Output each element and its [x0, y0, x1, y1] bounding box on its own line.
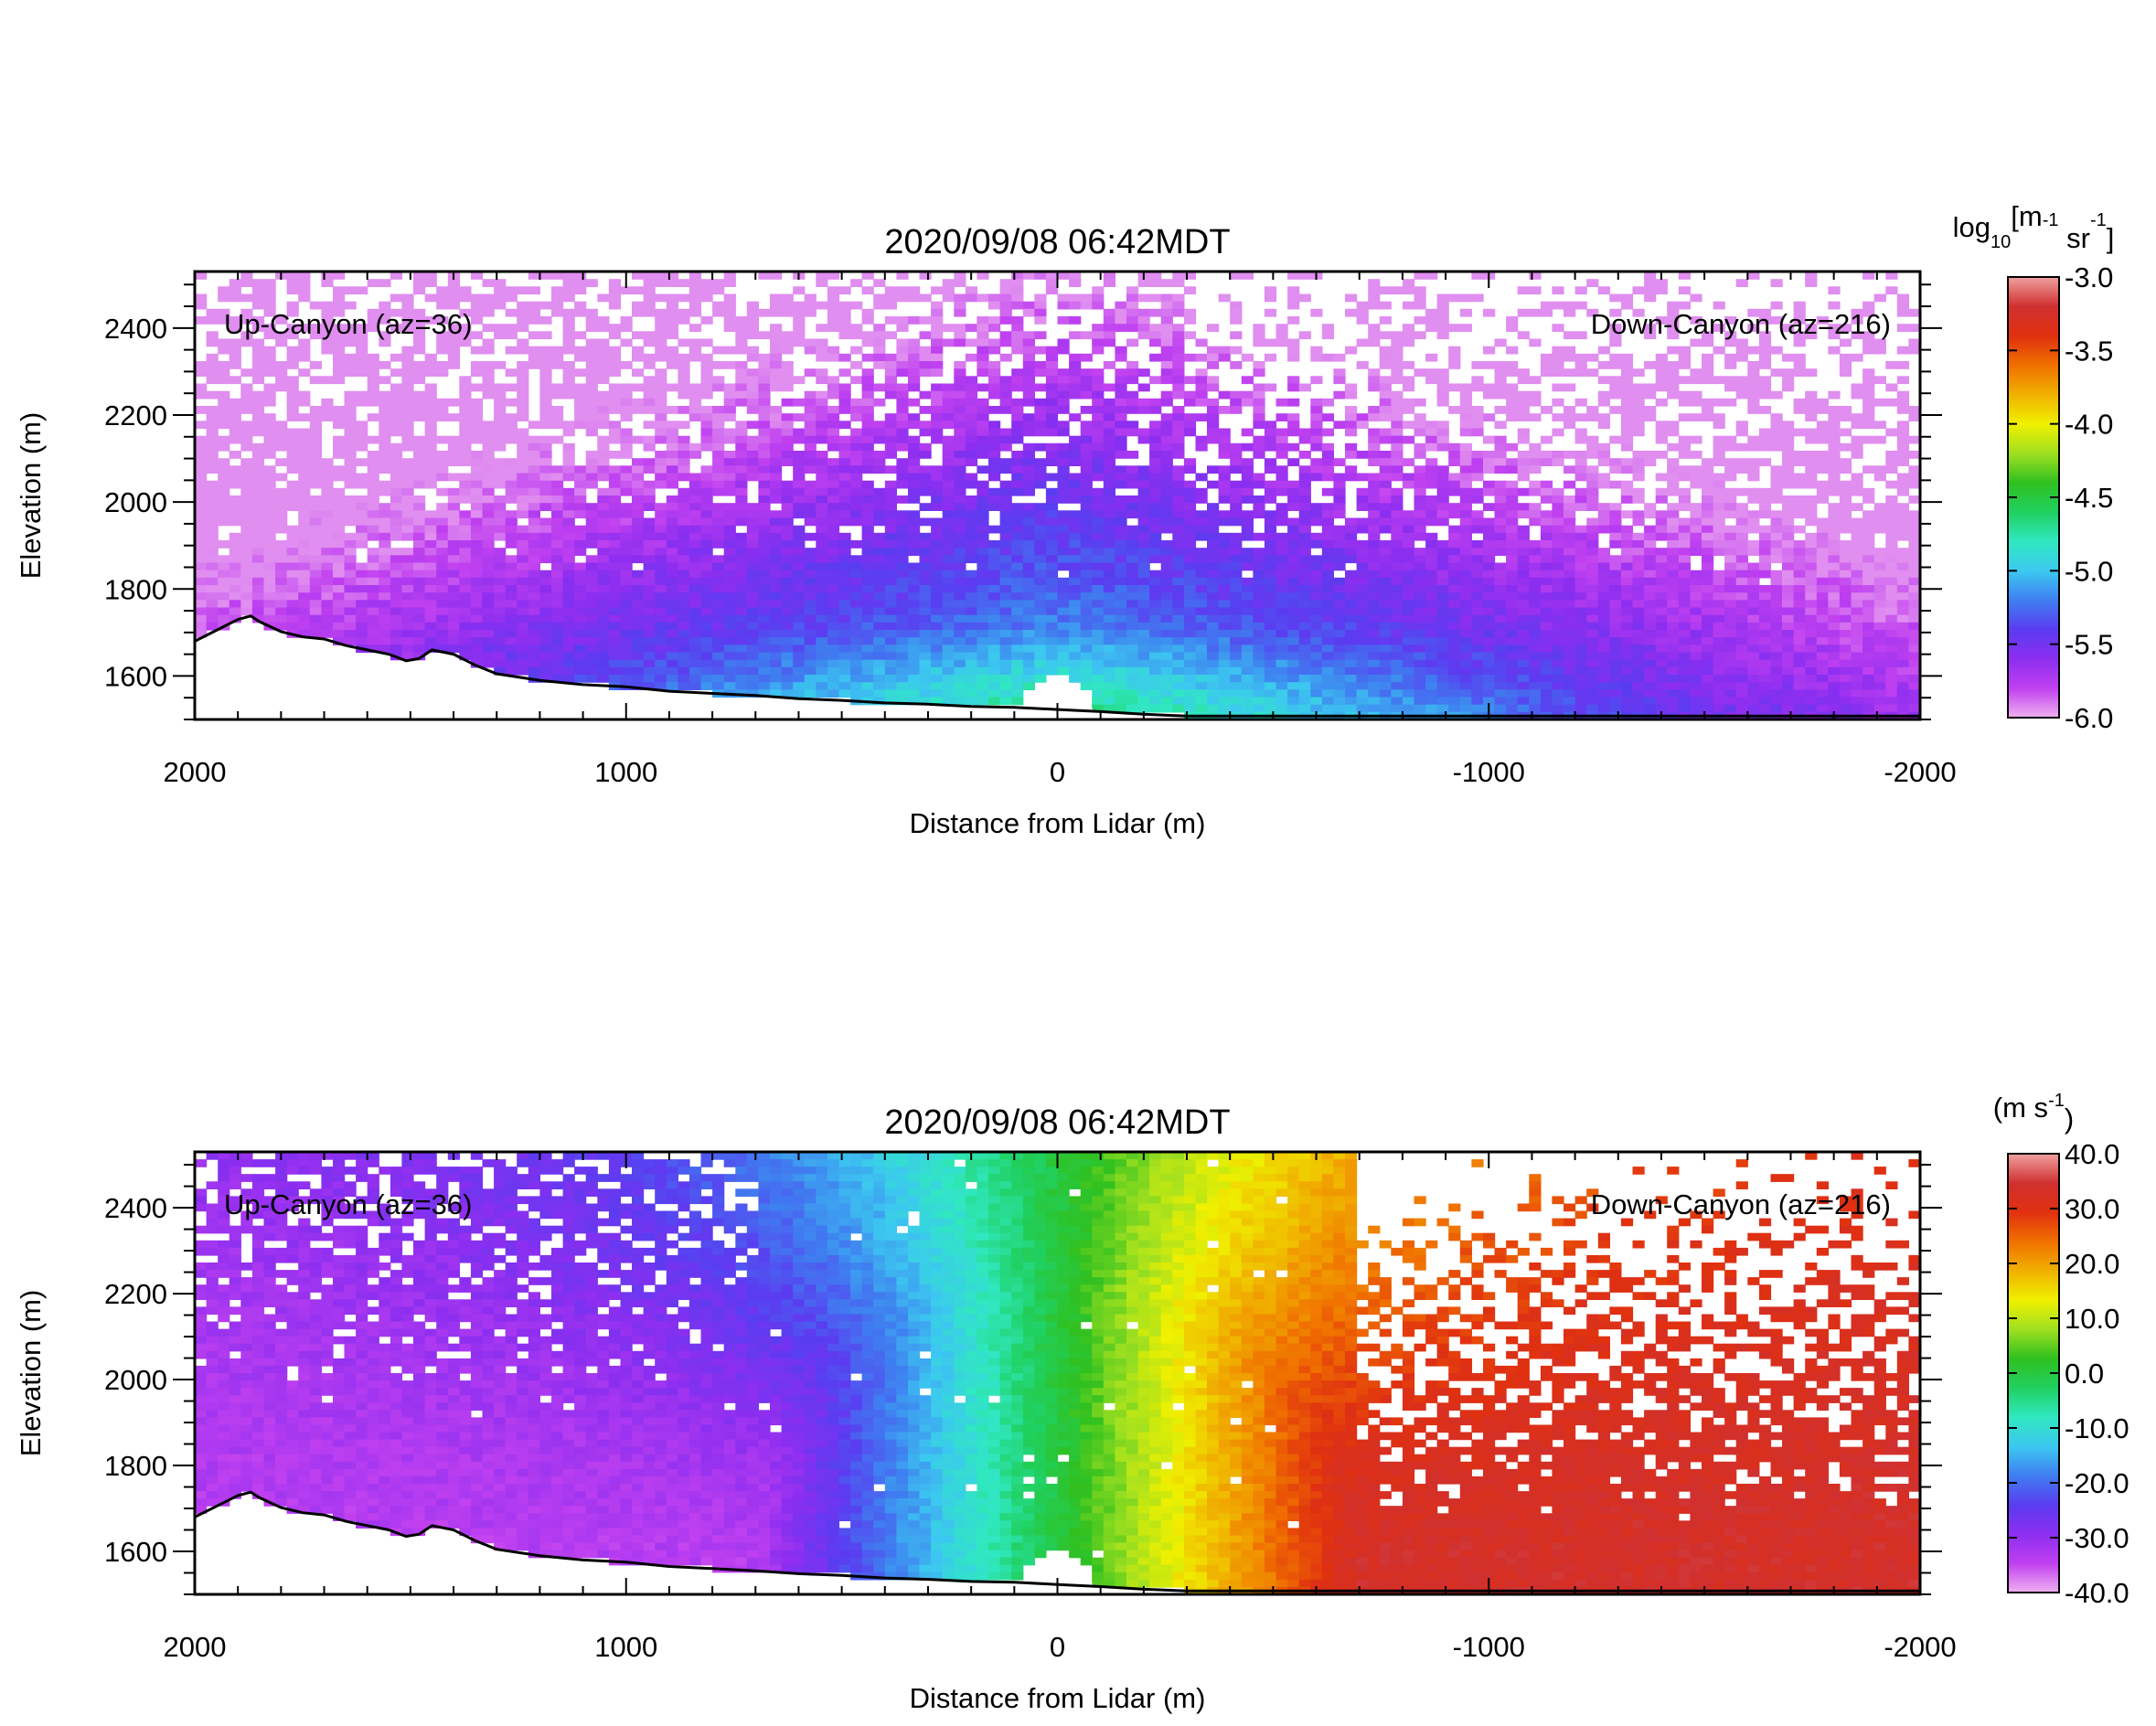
colorbar-tick-label: 40.0	[2065, 1138, 2119, 1170]
data-field	[195, 1152, 1920, 1594]
x-axis-label: Distance from Lidar (m)	[910, 807, 1206, 839]
colorbar-tick-label: 0.0	[2065, 1358, 2104, 1390]
chart-title: 2020/09/08 06:42MDT	[884, 223, 1230, 261]
annotation-right: Down-Canyon (az=216)	[1591, 308, 1891, 340]
x-tick-label: 1000	[594, 1631, 657, 1663]
colorbar-tick-label: 20.0	[2065, 1248, 2119, 1280]
chart-title: 2020/09/08 06:42MDT	[884, 1103, 1230, 1142]
y-tick-label: 1800	[104, 573, 167, 605]
colorbar-tick-label: -10.0	[2065, 1412, 2129, 1444]
x-tick-label: 0	[1050, 1631, 1065, 1663]
colorbar-tick-label: -5.5	[2065, 629, 2113, 661]
colorbar-tick-label: -3.5	[2065, 335, 2113, 367]
annotation-left: Up-Canyon (az=36)	[224, 308, 472, 340]
x-tick-label: -1000	[1453, 756, 1525, 788]
y-tick-label: 2400	[104, 1192, 167, 1224]
x-tick-label: -2000	[1884, 756, 1956, 788]
x-tick-label: -2000	[1884, 1631, 1956, 1663]
y-tick-label: 2400	[104, 313, 167, 345]
y-tick-label: 1800	[104, 1450, 167, 1482]
terrain-line	[195, 614, 1920, 718]
colorbar-tick-label: -30.0	[2065, 1522, 2129, 1554]
x-tick-label: 2000	[164, 756, 227, 788]
colorbar-tick-label: -40.0	[2065, 1577, 2129, 1609]
y-tick-label: 2000	[104, 1364, 167, 1396]
colorbar-tick-label: 10.0	[2065, 1303, 2119, 1335]
data-field	[195, 272, 1920, 719]
y-tick-label: 1600	[104, 660, 167, 692]
colorbar-tick-label: 30.0	[2065, 1193, 2119, 1225]
colorbar: -3.0 -3.5 -4.0 -4.5 -5.0 -5.5 -6.0 log10[m-1 sr…	[1953, 200, 2115, 734]
x-tick-label: 2000	[164, 1631, 227, 1663]
colorbar-label: (m s-1)	[1993, 1091, 2074, 1135]
y-tick-label: 1600	[104, 1536, 167, 1568]
terrain-line	[195, 1490, 1920, 1593]
x-tick-label: -1000	[1453, 1631, 1525, 1663]
colorbar-label: log10[m-1 sr-1]	[1953, 200, 2115, 254]
colorbar-tick-label: -6.0	[2065, 702, 2113, 734]
colorbar-tick-label: -3.0	[2065, 261, 2113, 293]
panel-1: 2000 1000 0 -1000 -2000 1600 1800 2000 2200 2400 2…	[15, 200, 2114, 839]
annotation-right: Down-Canyon (az=216)	[1591, 1188, 1891, 1220]
x-tick-label: 0	[1050, 756, 1065, 788]
y-axis-label: Elevation (m)	[15, 1290, 47, 1457]
x-axis-label: Distance from Lidar (m)	[910, 1682, 1206, 1714]
annotation-left: Up-Canyon (az=36)	[224, 1188, 472, 1220]
x-tick-label: 1000	[594, 756, 657, 788]
y-axis-label: Elevation (m)	[15, 412, 47, 580]
y-tick-label: 2200	[104, 1278, 167, 1310]
colorbar: 40.0 30.0 20.0 10.0 0.0 -10.0 -20.0 -30.0 -40.0 (…	[1993, 1091, 2129, 1609]
y-tick-label: 2000	[104, 486, 167, 518]
colorbar-tick-label: -5.0	[2065, 555, 2113, 587]
colorbar-tick-label: -4.0	[2065, 409, 2113, 441]
colorbar-tick-label: -20.0	[2065, 1467, 2129, 1499]
colorbar-tick-label: -4.5	[2065, 482, 2113, 514]
panel-2: 2000 1000 0 -1000 -2000 1600 1800 2000 2200 2400 2…	[15, 1091, 2129, 1714]
y-tick-label: 2200	[104, 400, 167, 432]
